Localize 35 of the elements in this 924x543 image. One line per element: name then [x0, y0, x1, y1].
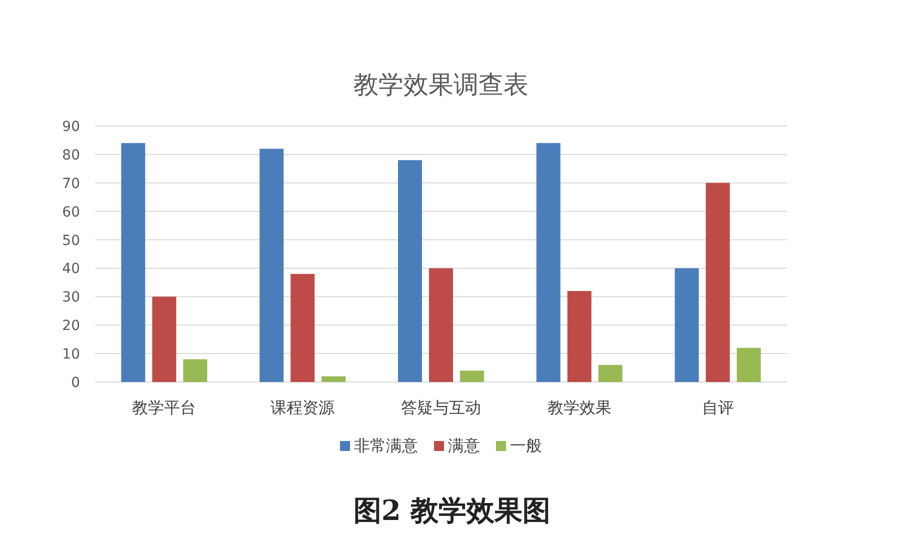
x-tick-label: 答疑与互动 [401, 398, 481, 417]
y-tick-label: 0 [71, 375, 80, 391]
bar [322, 376, 346, 382]
bar [706, 182, 730, 382]
x-tick-label: 自评 [702, 398, 734, 417]
legend-label: 满意 [448, 436, 480, 455]
y-tick-label: 80 [62, 147, 80, 164]
bar [152, 296, 176, 382]
chart-title: 教学效果调查表 [354, 70, 528, 99]
bar [598, 364, 622, 382]
bar [121, 143, 146, 382]
caption: 图2 教学效果图 [353, 494, 551, 527]
bar [736, 348, 761, 382]
x-tick-label: 教学效果 [547, 398, 612, 417]
legend-label: 非常满意 [354, 436, 418, 455]
bar [290, 274, 315, 382]
x-tick-label: 课程资源 [270, 398, 335, 417]
bar [674, 268, 699, 382]
y-tick-label: 50 [62, 232, 80, 249]
bar [567, 290, 592, 382]
y-tick-label: 90 [62, 119, 80, 135]
bar [398, 160, 422, 382]
bar [260, 148, 284, 382]
y-tick-label: 60 [62, 204, 80, 220]
y-tick-label: 10 [62, 346, 80, 363]
y-tick-label: 40 [62, 261, 80, 278]
y-tick-label: 30 [62, 290, 80, 306]
legend-label: 一般 [510, 436, 542, 455]
y-tick-label: 70 [62, 176, 80, 192]
bar [536, 143, 560, 382]
bar [183, 359, 208, 382]
bar [460, 370, 484, 382]
y-tick-label: 20 [62, 318, 80, 334]
bar [429, 268, 453, 382]
x-tick-label: 教学平台 [132, 398, 196, 417]
